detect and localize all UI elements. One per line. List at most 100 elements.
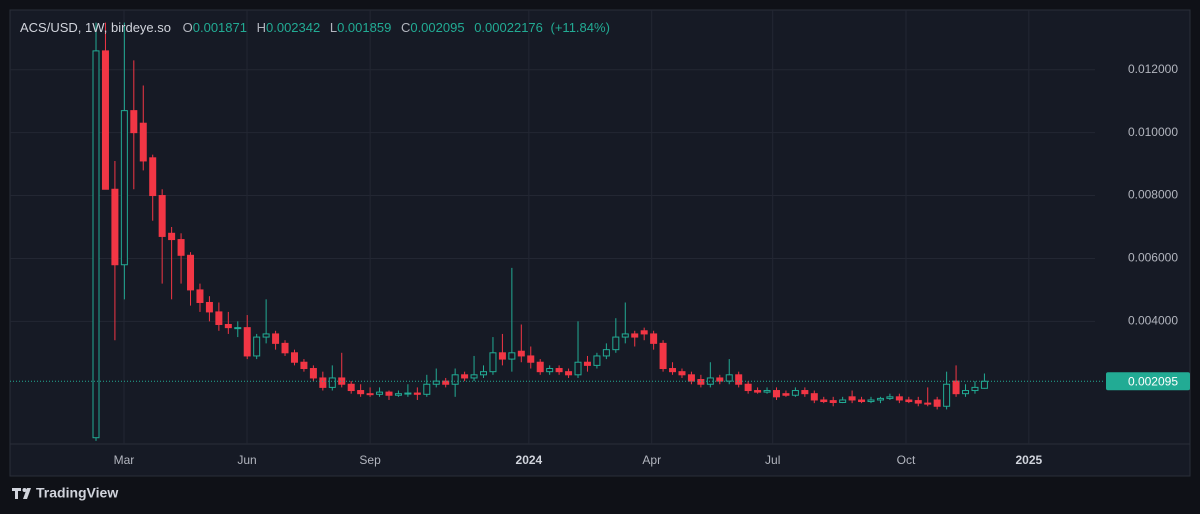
candle-body xyxy=(168,232,176,241)
last-price-label: 0.002095 xyxy=(1128,374,1178,388)
candle-body xyxy=(527,355,535,363)
y-tick-label: 0.010000 xyxy=(1128,125,1178,139)
candle-body xyxy=(829,400,837,403)
candle-body xyxy=(272,333,280,344)
x-tick-label: 2025 xyxy=(1015,453,1042,467)
y-tick-label: 0.004000 xyxy=(1128,314,1178,328)
candle-body xyxy=(130,110,138,134)
candle-body xyxy=(290,352,298,363)
candle-body xyxy=(338,377,346,385)
candle-body xyxy=(177,239,185,256)
candle-body xyxy=(385,391,393,396)
candle-body xyxy=(735,374,743,385)
y-tick-label: 0.008000 xyxy=(1128,188,1178,202)
candle-body xyxy=(357,390,365,395)
last-price-box xyxy=(1106,372,1190,391)
candle-body xyxy=(820,399,828,403)
candle-body xyxy=(328,377,336,388)
candle-body xyxy=(678,371,686,376)
candle-body xyxy=(782,393,790,396)
candle-body xyxy=(858,399,866,403)
candle-body xyxy=(716,377,724,382)
candle-body xyxy=(101,50,109,190)
candle-body xyxy=(413,392,421,395)
close-label: C xyxy=(401,20,410,35)
close-value: 0.002095 xyxy=(410,20,464,35)
candle-body xyxy=(92,50,100,439)
candle-body xyxy=(309,368,317,379)
candle-body xyxy=(583,361,591,366)
candle-body xyxy=(187,254,195,291)
change-value: 0.00022176 xyxy=(474,20,543,35)
candle-body xyxy=(139,122,147,162)
candle-body xyxy=(650,333,658,344)
candle-body xyxy=(517,350,525,357)
candle-body xyxy=(300,361,308,370)
candle-body xyxy=(262,333,270,338)
candle-body xyxy=(111,188,119,266)
candle-body xyxy=(480,371,488,376)
candle-body xyxy=(593,355,601,366)
candle-body xyxy=(470,374,478,379)
candle-body xyxy=(224,323,232,329)
candle-body xyxy=(839,399,847,403)
candle-body xyxy=(536,361,544,373)
candle-body xyxy=(772,390,780,398)
x-tick-label: Jul xyxy=(765,453,780,467)
candle-body xyxy=(215,311,223,325)
candle-body xyxy=(366,393,374,396)
y-tick-label: 0.012000 xyxy=(1128,62,1178,76)
candle-body xyxy=(253,336,261,357)
candle-body xyxy=(120,110,128,266)
high-value: 0.002342 xyxy=(266,20,320,35)
x-tick-label: 2024 xyxy=(516,453,543,467)
candle-body xyxy=(565,371,573,376)
candle-body xyxy=(281,342,289,354)
candle-body xyxy=(687,374,695,382)
candle-body xyxy=(640,330,648,335)
footer-brand[interactable]: TradingView xyxy=(36,485,118,501)
candle-body xyxy=(980,380,988,389)
candle-body xyxy=(451,374,459,385)
candle-body xyxy=(962,390,970,395)
candle-body xyxy=(498,352,506,360)
candle-body xyxy=(461,374,469,379)
tradingview-logo[interactable] xyxy=(12,488,31,499)
candle-body xyxy=(612,336,620,351)
candle-body xyxy=(546,368,554,373)
candle-body xyxy=(886,396,894,399)
candle-body xyxy=(744,383,752,392)
candle-body xyxy=(895,396,903,401)
low-value: 0.001859 xyxy=(337,20,391,35)
candle-body xyxy=(801,390,809,395)
change-percent: (+11.84%) xyxy=(551,20,610,35)
candle-body xyxy=(754,390,762,393)
x-tick-label: Apr xyxy=(642,453,661,467)
candle-body xyxy=(659,342,667,370)
x-tick-label: Oct xyxy=(897,453,916,467)
candle-body xyxy=(234,327,242,330)
candle-body xyxy=(376,391,384,395)
candle-body xyxy=(952,380,960,395)
candle-body xyxy=(602,349,610,357)
candle-body xyxy=(631,333,639,338)
open-label: O xyxy=(183,20,193,35)
candle-body xyxy=(697,379,705,385)
candle-body xyxy=(971,386,979,392)
candle-body xyxy=(394,393,402,396)
candle-body xyxy=(943,383,951,407)
candle-body xyxy=(243,327,251,357)
high-label: H xyxy=(257,20,266,35)
candle-body xyxy=(791,390,799,396)
low-label: L xyxy=(330,20,337,35)
candle-body xyxy=(621,333,629,338)
candle-body xyxy=(924,402,932,405)
candle-body xyxy=(876,397,884,401)
candle-body xyxy=(196,289,204,303)
candle-body xyxy=(508,352,516,360)
candle-body xyxy=(706,377,714,385)
candle-body xyxy=(933,399,941,407)
candle-body xyxy=(574,361,582,376)
candle-body xyxy=(319,377,327,388)
